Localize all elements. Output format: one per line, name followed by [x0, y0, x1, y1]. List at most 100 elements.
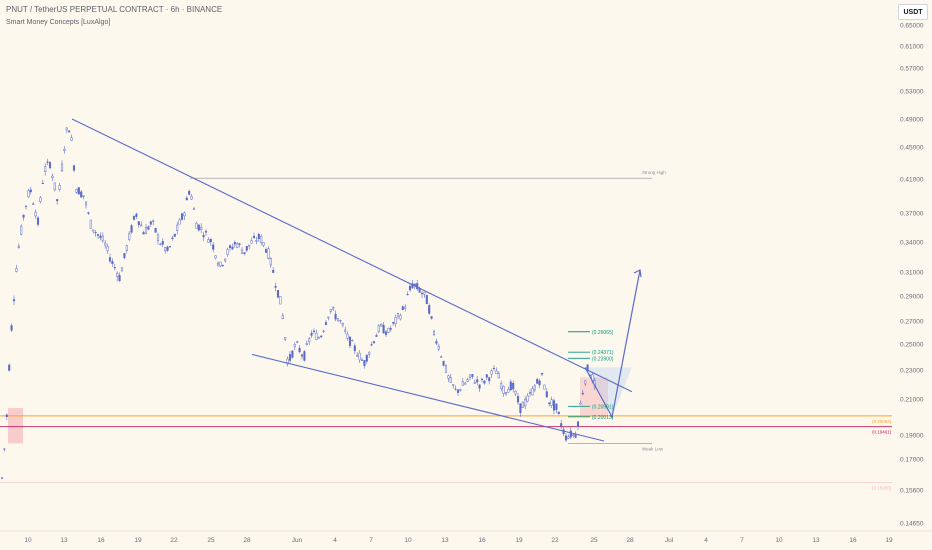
- weak-low-label: Weak Low: [642, 446, 664, 451]
- candle-body: [70, 137, 73, 141]
- candle-body: [202, 234, 205, 238]
- candle-body: [236, 243, 239, 248]
- candle-body: [387, 327, 390, 333]
- candle-body: [483, 380, 486, 384]
- candle-body: [262, 242, 265, 246]
- candle-body: [123, 253, 126, 258]
- candle-body: [454, 388, 457, 390]
- candle-body: [96, 234, 100, 236]
- candle-body: [161, 241, 164, 245]
- x-tick-label: 4: [333, 537, 337, 544]
- candle-body: [8, 364, 11, 371]
- x-tick-label: 7: [740, 537, 744, 544]
- candle-body: [303, 351, 306, 361]
- candle-body: [228, 245, 232, 249]
- candle-body: [274, 285, 277, 288]
- x-tick-label: 13: [60, 537, 68, 544]
- candle-body: [548, 402, 551, 404]
- candle-body: [34, 211, 37, 217]
- candle-body: [507, 389, 510, 393]
- candle-body: [15, 268, 18, 272]
- candle-body: [284, 337, 287, 340]
- candle-body: [164, 247, 167, 251]
- x-tick-label: 19: [885, 537, 893, 544]
- candle-body: [192, 208, 196, 210]
- y-tick-label: 0.61000: [900, 44, 924, 51]
- candle-body: [370, 344, 373, 346]
- candle-body: [204, 230, 208, 233]
- y-tick-label: 0.27000: [900, 319, 924, 326]
- candle-body: [130, 225, 133, 233]
- candle-body: [209, 239, 212, 243]
- candle-body: [353, 345, 356, 351]
- candle-body: [53, 182, 56, 191]
- candle-body: [416, 283, 419, 290]
- candle-body: [240, 249, 244, 254]
- candle-body: [231, 246, 234, 250]
- candle-body: [502, 386, 505, 394]
- candle-body: [476, 379, 479, 383]
- candle-body: [46, 161, 49, 163]
- projection-arrowhead: [633, 269, 642, 278]
- candle-body: [178, 219, 181, 225]
- candle-body: [384, 331, 388, 335]
- candle-body: [456, 389, 460, 393]
- candle-body: [466, 379, 469, 382]
- candle-body: [312, 330, 316, 332]
- candle-body: [365, 354, 368, 362]
- candle-body: [142, 232, 145, 235]
- candle-body: [257, 233, 260, 239]
- indicator-name[interactable]: Smart Money Concepts [LuxAlgo]: [6, 19, 111, 26]
- candle-body: [351, 340, 354, 342]
- purple-level-label: (0.19461): [872, 430, 892, 435]
- candle-body: [447, 375, 450, 379]
- candle-body: [255, 240, 258, 242]
- candle-body: [317, 337, 320, 339]
- x-tick-label: Jun: [292, 537, 303, 544]
- candle-body: [233, 242, 236, 245]
- candle-body: [425, 295, 428, 305]
- candle-body: [116, 272, 119, 277]
- left-red-zone: [8, 408, 23, 444]
- candle-body: [252, 235, 256, 239]
- candle-body: [80, 191, 83, 198]
- x-tick-label: 16: [97, 537, 105, 544]
- currency-button[interactable]: USDT: [898, 4, 928, 20]
- candle-body: [528, 392, 532, 394]
- x-tick-label: 28: [626, 537, 634, 544]
- candle-body: [188, 191, 191, 195]
- y-tick-label: 0.65000: [900, 23, 924, 30]
- candle-body: [435, 341, 438, 344]
- candle-body: [221, 264, 224, 267]
- candle-body: [101, 235, 104, 242]
- candle-body: [567, 436, 570, 439]
- candle-body: [315, 332, 318, 340]
- y-tick-label: 0.41000: [900, 177, 924, 184]
- y-tick-label: 0.45000: [900, 145, 924, 152]
- x-tick-label: 16: [478, 537, 486, 544]
- candle-body: [0, 477, 4, 479]
- y-tick-label: 0.34000: [900, 240, 924, 247]
- candle-body: [533, 385, 536, 391]
- candle-body: [363, 360, 366, 366]
- candle-body: [68, 130, 71, 133]
- candle-body: [144, 227, 148, 234]
- price-axis-bg: [892, 0, 932, 550]
- candle-body: [226, 249, 229, 255]
- candle-body: [420, 292, 424, 295]
- candle-body: [248, 244, 251, 247]
- candle-body: [24, 205, 28, 207]
- candle-body: [437, 345, 440, 350]
- candle-body: [99, 235, 102, 238]
- candle-body: [329, 309, 332, 312]
- candle-body: [72, 165, 76, 171]
- candle-body: [557, 411, 560, 414]
- candle-body: [509, 381, 512, 391]
- candle-body: [444, 365, 448, 373]
- candle-body: [173, 233, 176, 237]
- target-triangle-zone: [585, 367, 632, 417]
- candle-body: [459, 388, 462, 391]
- candle-body: [58, 185, 61, 190]
- target-label: (0.24371): [592, 350, 614, 356]
